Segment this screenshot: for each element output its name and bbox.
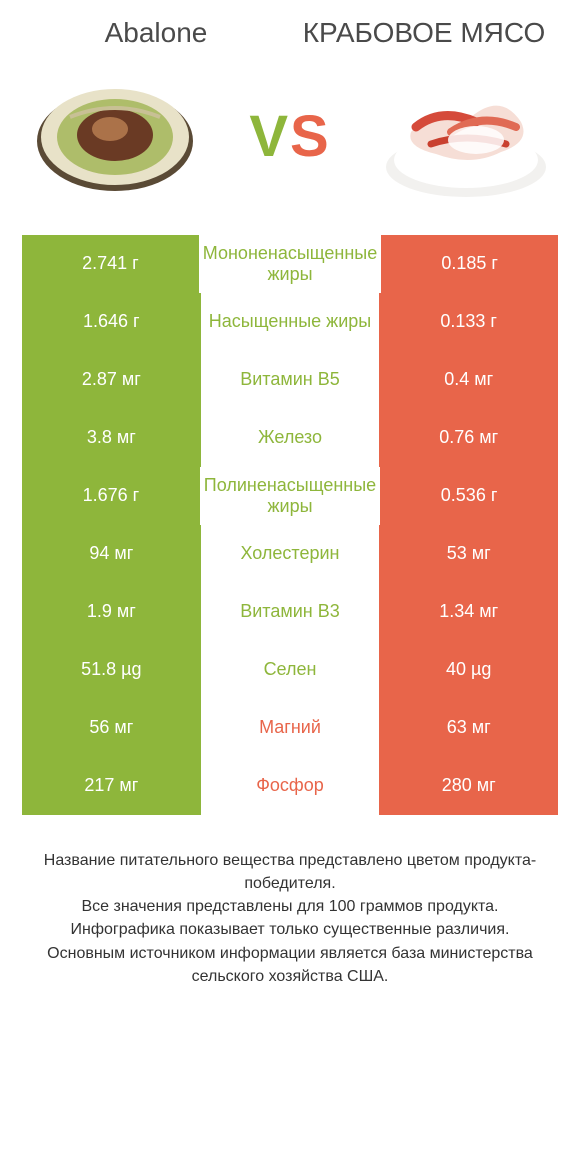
nutrient-row: 94 мгХолестерин53 мг	[22, 525, 558, 583]
crab-meat-icon	[381, 72, 551, 202]
comparison-infographic: Abalone КРАБОВОЕ МЯСО VS	[0, 0, 580, 1174]
nutrient-row: 56 мгМагний63 мг	[22, 699, 558, 757]
value-left: 2.741 г	[22, 235, 199, 293]
value-left: 2.87 мг	[22, 351, 201, 409]
value-right: 63 мг	[379, 699, 558, 757]
value-left: 1.9 мг	[22, 583, 201, 641]
value-right: 53 мг	[379, 525, 558, 583]
footer-note: Название питательного вещества представл…	[22, 849, 558, 988]
vs-s: S	[290, 103, 331, 170]
nutrient-row: 1.9 мгВитамин B31.34 мг	[22, 583, 558, 641]
nutrient-label: Витамин B5	[201, 351, 380, 409]
value-left: 217 мг	[22, 757, 201, 815]
nutrient-row: 2.741 гМононенасыщенные жиры0.185 г	[22, 235, 558, 293]
nutrient-label: Магний	[201, 699, 380, 757]
value-right: 0.4 мг	[379, 351, 558, 409]
title-left: Abalone	[22, 18, 290, 49]
value-right: 40 µg	[379, 641, 558, 699]
nutrient-label: Селен	[201, 641, 380, 699]
value-right: 1.34 мг	[379, 583, 558, 641]
value-left: 1.646 г	[22, 293, 201, 351]
nutrient-row: 1.646 гНасыщенные жиры0.133 г	[22, 293, 558, 351]
titles-row: Abalone КРАБОВОЕ МЯСО	[22, 18, 558, 49]
nutrient-row: 51.8 µgСелен40 µg	[22, 641, 558, 699]
nutrient-label: Витамин B3	[201, 583, 380, 641]
nutrient-label: Фосфор	[201, 757, 380, 815]
nutrient-row: 1.676 гПолиненасыщенные жиры0.536 г	[22, 467, 558, 525]
nutrient-row: 3.8 мгЖелезо0.76 мг	[22, 409, 558, 467]
value-right: 0.185 г	[381, 235, 558, 293]
nutrient-label: Холестерин	[201, 525, 380, 583]
value-right: 0.76 мг	[379, 409, 558, 467]
value-left: 94 мг	[22, 525, 201, 583]
nutrient-row: 217 мгФосфор280 мг	[22, 757, 558, 815]
value-left: 1.676 г	[22, 467, 200, 525]
nutrient-table: 2.741 гМононенасыщенные жиры0.185 г1.646…	[22, 235, 558, 815]
value-right: 0.536 г	[380, 467, 558, 525]
title-right: КРАБОВОЕ МЯСО	[290, 18, 558, 49]
nutrient-row: 2.87 мгВитамин B50.4 мг	[22, 351, 558, 409]
value-right: 280 мг	[379, 757, 558, 815]
abalone-icon	[30, 77, 200, 197]
footer-line-1: Название питательного вещества представл…	[26, 849, 554, 895]
value-left: 3.8 мг	[22, 409, 201, 467]
value-left: 51.8 µg	[22, 641, 201, 699]
footer-line-4: Основным источником информации является …	[26, 942, 554, 988]
footer-line-3: Инфографика показывает только существенн…	[26, 918, 554, 941]
nutrient-label: Насыщенные жиры	[201, 293, 380, 351]
nutrient-label: Полиненасыщенные жиры	[200, 467, 380, 525]
nutrient-label: Мононенасыщенные жиры	[199, 235, 381, 293]
vs-label: VS	[249, 103, 330, 170]
value-right: 0.133 г	[379, 293, 558, 351]
abalone-image	[22, 67, 207, 207]
value-left: 56 мг	[22, 699, 201, 757]
nutrient-label: Железо	[201, 409, 380, 467]
footer-line-2: Все значения представлены для 100 граммо…	[26, 895, 554, 918]
crab-meat-image	[373, 67, 558, 207]
vs-v: V	[249, 103, 290, 170]
hero-row: VS	[22, 67, 558, 207]
